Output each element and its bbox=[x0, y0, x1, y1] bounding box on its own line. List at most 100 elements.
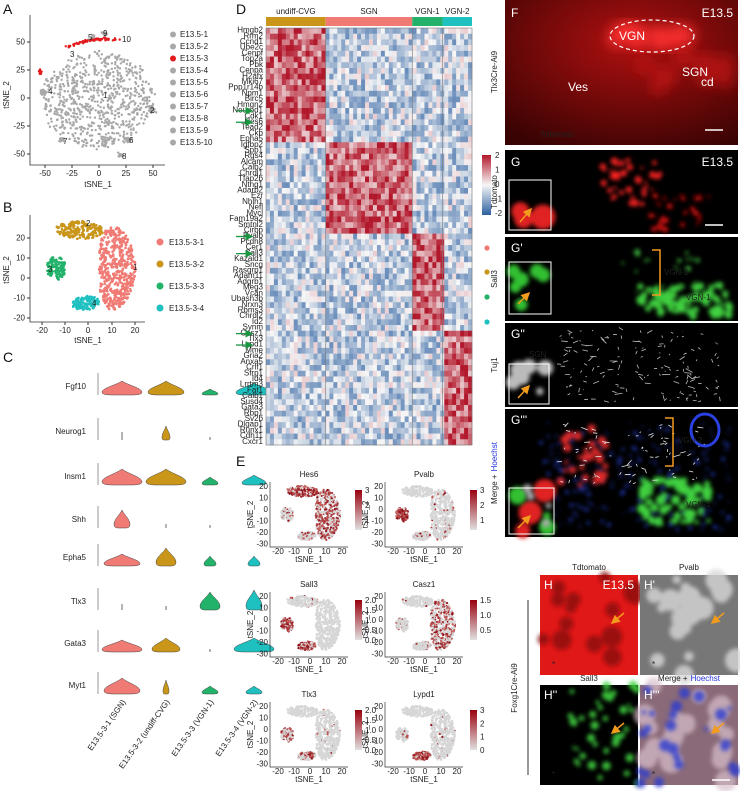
heatmap-cell bbox=[452, 62, 457, 69]
heatmap-cell bbox=[456, 262, 461, 269]
cell-point bbox=[106, 136, 109, 140]
heatmap-cell bbox=[266, 216, 271, 223]
cell-point bbox=[153, 93, 157, 96]
heatmap-cell bbox=[337, 113, 342, 120]
heatmap-cell bbox=[333, 302, 338, 309]
heatmap-cell bbox=[436, 56, 441, 63]
cell-point bbox=[93, 86, 96, 90]
heatmap-cell bbox=[337, 176, 342, 183]
heatmap-cell bbox=[285, 119, 291, 126]
heatmap-cell bbox=[305, 273, 310, 280]
heatmap-cell bbox=[396, 170, 401, 177]
heatmap-cell bbox=[420, 239, 425, 246]
cell-point bbox=[85, 142, 88, 145]
heatmap-cell bbox=[444, 307, 449, 314]
cluster-label: undiff-CVG bbox=[276, 7, 315, 16]
heatmap-cell bbox=[444, 319, 449, 326]
heatmap-cell bbox=[396, 125, 401, 132]
heatmap-cell bbox=[277, 330, 283, 337]
heatmap-cell bbox=[404, 79, 409, 86]
cell-point bbox=[90, 128, 94, 132]
heatmap-cell bbox=[456, 239, 461, 246]
heatmap-cell bbox=[269, 250, 275, 257]
heatmap-cell bbox=[456, 73, 461, 80]
heatmap-cell bbox=[317, 125, 322, 132]
heatmap-cell bbox=[297, 147, 302, 154]
heatmap-cell bbox=[337, 222, 342, 229]
heatmap-cell bbox=[388, 79, 394, 86]
heatmap-cell bbox=[357, 136, 362, 143]
heatmap-cell bbox=[416, 130, 421, 137]
heatmap-cell bbox=[468, 90, 473, 97]
heatmap-cell bbox=[293, 325, 298, 332]
cell-point bbox=[105, 140, 108, 144]
heatmap-cell bbox=[266, 79, 271, 86]
heatmap-cell bbox=[337, 56, 342, 63]
legend-label: E13.5-2 bbox=[180, 42, 209, 51]
heatmap-cell bbox=[325, 239, 330, 246]
heatmap-cell bbox=[436, 182, 441, 189]
heatmap-cell bbox=[468, 50, 473, 57]
heatmap-cell bbox=[468, 313, 473, 320]
heatmap-cell bbox=[416, 142, 421, 149]
heatmap-cell bbox=[349, 239, 354, 246]
heatmap-cell bbox=[400, 125, 405, 132]
heatmap-cell bbox=[305, 79, 310, 86]
heatmap-cell bbox=[341, 210, 346, 217]
heatmap-cell bbox=[365, 142, 370, 149]
heatmap-cell bbox=[396, 262, 401, 269]
cell-point bbox=[139, 64, 142, 68]
heatmap-cell bbox=[289, 302, 295, 309]
cell-point bbox=[85, 132, 89, 135]
heatmap-cell bbox=[400, 73, 405, 80]
heatmap-cell bbox=[353, 279, 358, 286]
cell-point bbox=[130, 111, 134, 114]
heatmap-cell bbox=[317, 307, 322, 314]
cell-point bbox=[133, 116, 136, 119]
heatmap-cell bbox=[400, 245, 405, 252]
heatmap-cell bbox=[317, 107, 322, 114]
heatmap-cell bbox=[285, 256, 291, 263]
heatmap-cell bbox=[452, 153, 457, 160]
violin bbox=[247, 555, 261, 567]
heatmap-cell bbox=[372, 279, 378, 286]
heatmap-cell bbox=[380, 119, 386, 126]
heatmap-cell bbox=[376, 125, 382, 132]
heatmap-cell bbox=[396, 130, 401, 137]
heatmap-cell bbox=[452, 125, 457, 132]
heatmap-cell bbox=[325, 245, 330, 252]
heatmap-cell bbox=[380, 142, 386, 149]
heatmap-cell bbox=[329, 187, 334, 194]
heatmap-cell bbox=[380, 79, 386, 86]
heatmap-cell bbox=[448, 193, 453, 200]
heatmap-cell bbox=[297, 73, 302, 80]
cell-point bbox=[68, 70, 71, 74]
heatmap-cell bbox=[337, 233, 342, 240]
cell-point bbox=[99, 105, 102, 109]
heatmap-cell bbox=[266, 262, 271, 269]
heatmap-cell bbox=[424, 119, 429, 126]
heatmap-cell bbox=[321, 187, 326, 194]
x-tick-label: 0 bbox=[97, 169, 102, 178]
heatmap-cell bbox=[266, 325, 271, 332]
heatmap-cell bbox=[372, 62, 378, 69]
heatmap-cell bbox=[269, 182, 275, 189]
heatmap-cell bbox=[337, 153, 342, 160]
cell-point bbox=[104, 136, 107, 139]
heatmap-cell bbox=[329, 102, 334, 109]
heatmap-cell bbox=[273, 273, 279, 280]
heatmap-cell bbox=[317, 113, 322, 120]
heatmap-cell bbox=[301, 262, 306, 269]
heatmap-cell bbox=[412, 307, 417, 314]
cell-point bbox=[68, 236, 72, 239]
heatmap-cell bbox=[428, 119, 433, 126]
heatmap-cell bbox=[273, 187, 279, 194]
heatmap-cell bbox=[281, 90, 287, 97]
heatmap-cell bbox=[365, 290, 370, 297]
heatmap-cell bbox=[404, 227, 409, 234]
heatmap-cell bbox=[277, 113, 283, 120]
heatmap-cell bbox=[412, 56, 417, 63]
heatmap-cell bbox=[452, 290, 457, 297]
heatmap-cell bbox=[266, 210, 271, 217]
cell-point bbox=[55, 107, 58, 111]
